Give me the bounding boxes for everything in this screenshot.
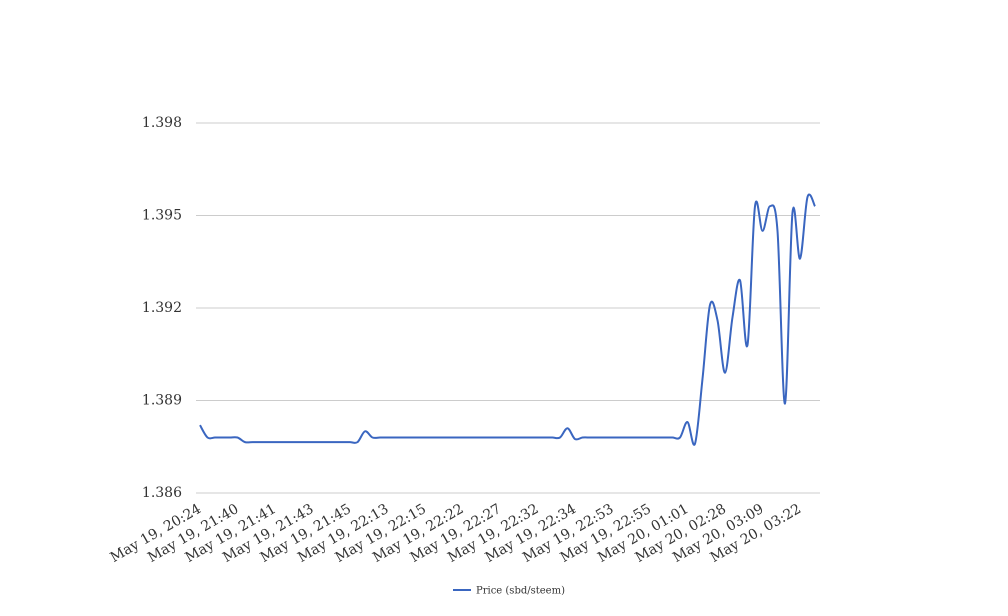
legend-label: Price (sbd/steem): [476, 586, 565, 597]
price-line: [199, 193, 816, 446]
y-tick-label: 1.395: [142, 208, 182, 224]
y-tick-label: 1.392: [142, 300, 182, 316]
y-tick-label: 1.389: [142, 393, 182, 409]
y-tick-label: 1.386: [142, 485, 182, 501]
y-tick-label: 1.398: [142, 115, 182, 131]
